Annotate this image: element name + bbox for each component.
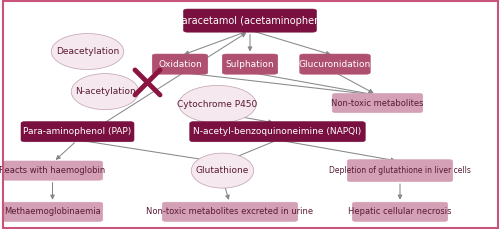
FancyBboxPatch shape xyxy=(2,202,103,221)
Text: N-acetyl-benzoquinoneimine (NAPQI): N-acetyl-benzoquinoneimine (NAPQI) xyxy=(194,127,362,136)
Ellipse shape xyxy=(52,33,124,70)
Text: Hepatic cellular necrosis: Hepatic cellular necrosis xyxy=(348,207,452,216)
FancyBboxPatch shape xyxy=(352,202,448,221)
FancyBboxPatch shape xyxy=(347,160,453,182)
FancyBboxPatch shape xyxy=(300,54,370,74)
Text: N-acetylation: N-acetylation xyxy=(74,87,136,96)
Text: Cytochrome P450: Cytochrome P450 xyxy=(178,100,258,109)
Text: Oxidation: Oxidation xyxy=(158,60,202,69)
Text: Para-aminophenol (PAP): Para-aminophenol (PAP) xyxy=(24,127,132,136)
FancyBboxPatch shape xyxy=(190,122,366,142)
Text: Sulphation: Sulphation xyxy=(226,60,274,69)
Ellipse shape xyxy=(72,74,139,110)
Text: Glucuronidation: Glucuronidation xyxy=(299,60,371,69)
Text: Non-toxic metabolites: Non-toxic metabolites xyxy=(331,98,424,108)
FancyBboxPatch shape xyxy=(152,54,208,74)
Ellipse shape xyxy=(179,85,256,123)
FancyBboxPatch shape xyxy=(222,54,278,74)
FancyBboxPatch shape xyxy=(21,122,134,142)
Text: Methaemoglobinaemia: Methaemoglobinaemia xyxy=(4,207,101,216)
FancyBboxPatch shape xyxy=(184,9,316,32)
FancyBboxPatch shape xyxy=(2,161,103,180)
FancyBboxPatch shape xyxy=(332,93,422,113)
Text: Non-toxic metabolites excreted in urine: Non-toxic metabolites excreted in urine xyxy=(146,207,314,216)
FancyBboxPatch shape xyxy=(162,202,298,221)
Ellipse shape xyxy=(191,153,254,188)
Text: Reacts with haemoglobin: Reacts with haemoglobin xyxy=(0,166,106,175)
Text: Paracetamol (acetaminophen): Paracetamol (acetaminophen) xyxy=(176,16,324,26)
Text: Depletion of glutathione in liver cells: Depletion of glutathione in liver cells xyxy=(329,166,471,175)
Text: Glutathione: Glutathione xyxy=(196,166,249,175)
Text: Deacetylation: Deacetylation xyxy=(56,47,119,56)
